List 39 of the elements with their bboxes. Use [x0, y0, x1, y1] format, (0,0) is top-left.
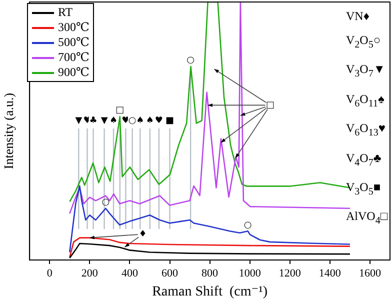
- annotation: V$_{4}$O$_{7}$♣: [346, 150, 382, 170]
- x-tick-label: 200: [81, 267, 98, 280]
- ref-line-label: ■: [166, 116, 174, 126]
- annotation: AlVO$_{4}$□: [346, 208, 388, 229]
- x-tick-label: 1600: [358, 267, 382, 280]
- ref-line-label: ○: [128, 116, 136, 126]
- ref-line-label: ♠: [146, 116, 154, 126]
- ref-line-label: ♥: [154, 116, 163, 126]
- y-axis-title: Intensity (a.u.): [1, 92, 16, 170]
- legend-label: 300℃: [58, 20, 90, 35]
- ref-line-label: ♠: [109, 116, 118, 126]
- x-tick-label: 800: [202, 267, 219, 280]
- legend-label: RT: [58, 5, 73, 20]
- ref-line-label: □: [116, 105, 124, 116]
- annotation: V$_{3}$O$_{7}$▼: [346, 61, 386, 82]
- annotation: ○: [244, 220, 252, 230]
- annotation: ♦: [138, 230, 147, 240]
- ref-line-label: ○: [186, 55, 195, 66]
- x-tick-label: 600: [162, 267, 179, 280]
- annotation: V$_{3}$O$_{5}$■: [346, 178, 382, 200]
- legend-label: 700℃: [58, 50, 90, 65]
- x-tick-label: 0: [46, 267, 53, 280]
- annotation: V$_{6}$O$_{11}$♠: [346, 90, 386, 112]
- x-axis-title: Raman Shift (cm⁻¹): [152, 284, 268, 300]
- annotation: ○: [102, 198, 110, 208]
- x-tick-label: 1000: [238, 267, 262, 280]
- x-tick-label: 1200: [278, 267, 302, 280]
- x-tick-label: 1400: [318, 267, 342, 280]
- ref-line-label: ▼: [100, 116, 108, 126]
- legend-label: 900℃: [58, 65, 90, 80]
- ref-line-label: ♣: [89, 116, 98, 126]
- annotation: V$_{2}$O$_{5}$○: [346, 32, 382, 52]
- ref-line-label: ♠: [136, 116, 144, 126]
- annotation: □: [266, 100, 275, 111]
- annotation: VN♦: [346, 8, 370, 25]
- legend-label: 500℃: [58, 35, 90, 50]
- x-tick-label: 400: [121, 267, 138, 280]
- ref-line-label: ▼: [75, 116, 82, 126]
- annotation: V$_{6}$O$_{13}$♥: [346, 120, 386, 141]
